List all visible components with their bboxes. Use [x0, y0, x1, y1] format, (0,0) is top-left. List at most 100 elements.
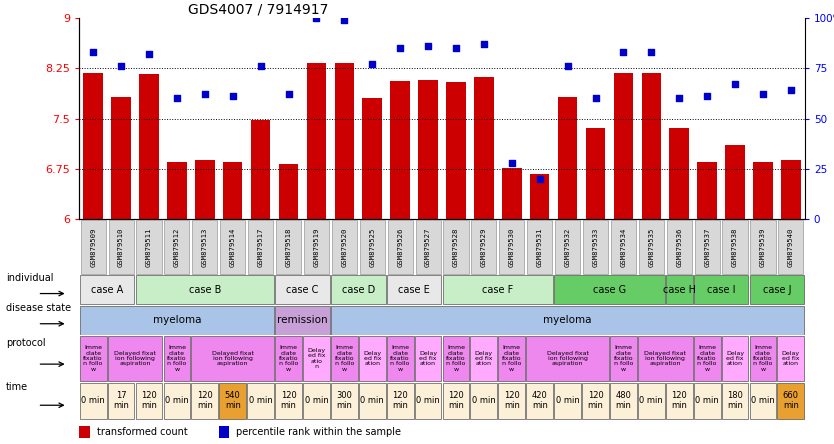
Bar	[697, 162, 717, 219]
Bar	[670, 128, 689, 219]
Text: Imme
diate
fixatio
n follo
w: Imme diate fixatio n follo w	[614, 345, 633, 372]
Bar	[219, 383, 246, 419]
Bar	[387, 336, 414, 381]
Bar	[777, 383, 804, 419]
Bar	[558, 97, 577, 219]
Bar	[443, 336, 470, 381]
Text: 120
min: 120 min	[392, 391, 408, 410]
Text: case J: case J	[762, 285, 791, 295]
Bar	[444, 220, 469, 274]
Text: Delay
ed fix
ation: Delay ed fix ation	[781, 351, 800, 366]
Point	[589, 95, 602, 102]
Text: Imme
diate
fixatio
n follo
w: Imme diate fixatio n follo w	[446, 345, 465, 372]
Text: myeloma: myeloma	[153, 315, 201, 325]
Bar	[108, 383, 134, 419]
Text: GSM879511: GSM879511	[146, 227, 152, 267]
Bar	[331, 383, 358, 419]
Text: case C: case C	[286, 285, 319, 295]
Bar	[695, 220, 720, 274]
Point	[226, 93, 239, 100]
Bar	[446, 82, 465, 219]
Bar	[526, 336, 609, 381]
Text: 0 min: 0 min	[304, 396, 329, 405]
Text: remission: remission	[277, 315, 328, 325]
Bar	[753, 162, 773, 219]
Bar	[722, 220, 747, 274]
Bar	[610, 336, 637, 381]
Text: Delay
ed fix
atio
n: Delay ed fix atio n	[308, 348, 325, 369]
Text: 0 min: 0 min	[472, 396, 495, 405]
Bar	[694, 383, 721, 419]
Text: GSM879512: GSM879512	[174, 227, 180, 267]
Point	[505, 159, 519, 166]
Bar	[610, 220, 636, 274]
Text: GSM879530: GSM879530	[509, 227, 515, 267]
Bar	[331, 336, 358, 381]
Bar	[471, 220, 496, 274]
Point	[784, 87, 797, 94]
Bar	[81, 220, 106, 274]
Text: case F: case F	[482, 285, 514, 295]
Text: GDS4007 / 7914917: GDS4007 / 7914917	[188, 3, 329, 16]
Text: Delay
ed fix
ation: Delay ed fix ation	[475, 351, 493, 366]
Bar	[500, 220, 525, 274]
Text: Delay
ed fix
ation: Delay ed fix ation	[726, 351, 744, 366]
Text: 0 min: 0 min	[640, 396, 663, 405]
Point	[450, 44, 463, 52]
Text: GSM879518: GSM879518	[285, 227, 292, 267]
Text: Imme
diate
fixatio
n follo
w: Imme diate fixatio n follo w	[390, 345, 410, 372]
Text: GSM879526: GSM879526	[397, 227, 403, 267]
Bar	[192, 336, 274, 381]
Text: GSM879527: GSM879527	[425, 227, 431, 267]
Text: GSM879532: GSM879532	[565, 227, 570, 267]
Text: GSM879525: GSM879525	[369, 227, 375, 267]
Text: 300
min: 300 min	[336, 391, 352, 410]
Text: case B: case B	[188, 285, 221, 295]
Text: case H: case H	[663, 285, 696, 295]
Text: GSM879534: GSM879534	[620, 227, 626, 267]
Bar	[137, 220, 162, 274]
Bar	[526, 383, 553, 419]
Bar	[303, 336, 329, 381]
Bar	[474, 77, 494, 219]
Text: GSM879535: GSM879535	[648, 227, 655, 267]
Text: 17
min: 17 min	[113, 391, 129, 410]
Bar	[778, 220, 803, 274]
Point	[170, 95, 183, 102]
Bar	[83, 73, 103, 219]
Text: Delayed fixat
ion following
aspiration: Delayed fixat ion following aspiration	[212, 351, 254, 366]
Text: 660
min: 660 min	[783, 391, 799, 410]
Point	[421, 43, 435, 50]
Bar	[614, 73, 633, 219]
Text: 120
min: 120 min	[504, 391, 520, 410]
Point	[728, 81, 741, 88]
Point	[533, 175, 546, 182]
Bar	[443, 275, 553, 305]
Bar	[721, 336, 748, 381]
Bar	[167, 162, 187, 219]
Text: individual: individual	[6, 274, 53, 283]
Text: percentile rank within the sample: percentile rank within the sample	[236, 427, 401, 437]
Bar	[111, 97, 131, 219]
Bar	[80, 275, 134, 305]
Text: Imme
diate
fixatio
n follo
w: Imme diate fixatio n follo w	[167, 345, 187, 372]
Bar	[750, 383, 776, 419]
Bar	[80, 305, 274, 335]
Text: case D: case D	[342, 285, 375, 295]
Bar	[279, 164, 299, 219]
Bar	[193, 220, 218, 274]
Text: GSM879529: GSM879529	[481, 227, 487, 267]
Bar	[750, 275, 804, 305]
Point	[198, 91, 212, 98]
Bar	[139, 74, 158, 219]
Bar	[331, 275, 385, 305]
Text: case G: case G	[593, 285, 626, 295]
Text: myeloma: myeloma	[544, 315, 592, 325]
Text: GSM879517: GSM879517	[258, 227, 264, 267]
Bar	[419, 79, 438, 219]
Bar	[332, 220, 357, 274]
Text: case A: case A	[91, 285, 123, 295]
Bar	[387, 383, 414, 419]
Point	[616, 48, 630, 56]
Bar	[363, 99, 382, 219]
